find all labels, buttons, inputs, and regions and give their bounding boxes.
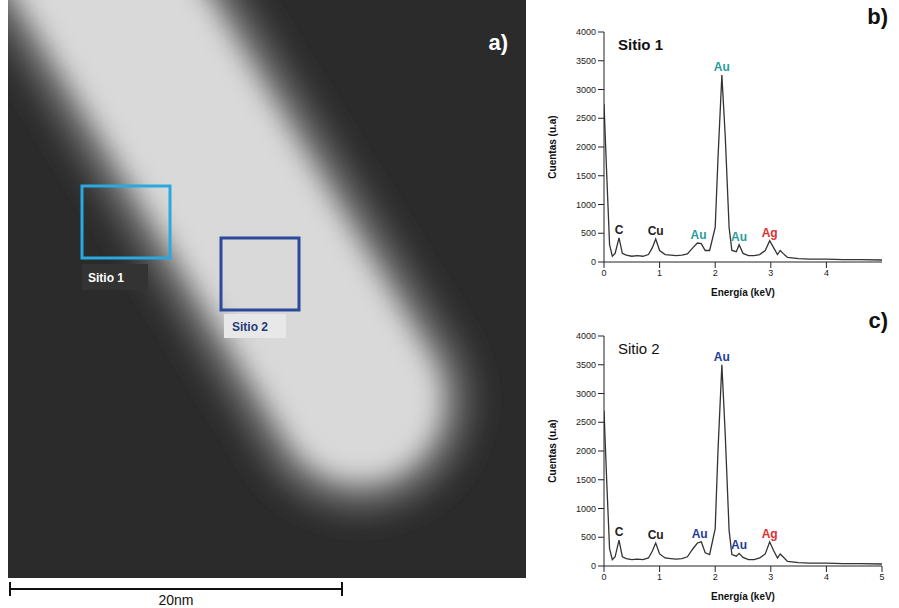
svg-text:2500: 2500 [576,417,596,427]
svg-text:0: 0 [601,572,606,582]
svg-text:Au: Au [714,350,730,364]
svg-text:Ag: Ag [762,527,778,541]
svg-text:Energía (keV): Energía (keV) [711,591,775,602]
svg-text:Au: Au [691,228,707,242]
svg-text:1: 1 [657,268,662,278]
svg-text:Au: Au [692,527,708,541]
svg-text:a): a) [488,30,508,55]
html-text:b): b) [867,4,888,29]
svg-text:2000: 2000 [576,446,596,456]
svg-text:20nm: 20nm [158,592,193,608]
svg-text:Cu: Cu [648,528,664,542]
svg-text:2500: 2500 [576,113,596,123]
svg-text:Au: Au [714,60,730,74]
svg-text:1000: 1000 [576,504,596,514]
svg-text:4000: 4000 [576,331,596,341]
svg-text:3500: 3500 [576,360,596,370]
svg-text:5: 5 [879,572,884,582]
svg-text:0: 0 [591,561,596,571]
svg-text:500: 500 [581,228,596,238]
svg-text:2: 2 [713,268,718,278]
svg-text:0: 0 [601,268,606,278]
svg-text:1000: 1000 [576,200,596,210]
svg-text:Cu: Cu [648,224,664,238]
svg-text:Au: Au [731,230,747,244]
svg-text:Sitio 2: Sitio 2 [232,320,268,334]
svg-text:4: 4 [824,572,829,582]
svg-text:2: 2 [713,572,718,582]
svg-text:0: 0 [591,257,596,267]
svg-text:2000: 2000 [576,142,596,152]
svg-text:4: 4 [824,268,829,278]
svg-text:3000: 3000 [576,389,596,399]
svg-text:3: 3 [768,268,773,278]
svg-text:C: C [615,223,624,237]
svg-text:1500: 1500 [576,171,596,181]
svg-text:C: C [615,525,624,539]
svg-text:Au: Au [731,538,747,552]
html-text:c): c) [868,308,888,333]
html-text:Sitio 1: Sitio 1 [618,36,663,53]
svg-text:500: 500 [581,532,596,542]
svg-text:Ag: Ag [762,226,778,240]
svg-text:Cuentas (u.a): Cuentas (u.a) [547,115,558,178]
svg-text:1: 1 [657,572,662,582]
svg-text:3000: 3000 [576,85,596,95]
svg-text:Cuentas (u.a): Cuentas (u.a) [547,419,558,482]
svg-text:3: 3 [768,572,773,582]
html-text:Sitio 2: Sitio 2 [618,340,660,357]
svg-text:1500: 1500 [576,475,596,485]
svg-text:Sitio 1: Sitio 1 [88,271,124,285]
svg-text:4000: 4000 [576,27,596,37]
svg-text:3500: 3500 [576,56,596,66]
svg-text:Energía (keV): Energía (keV) [711,287,775,298]
